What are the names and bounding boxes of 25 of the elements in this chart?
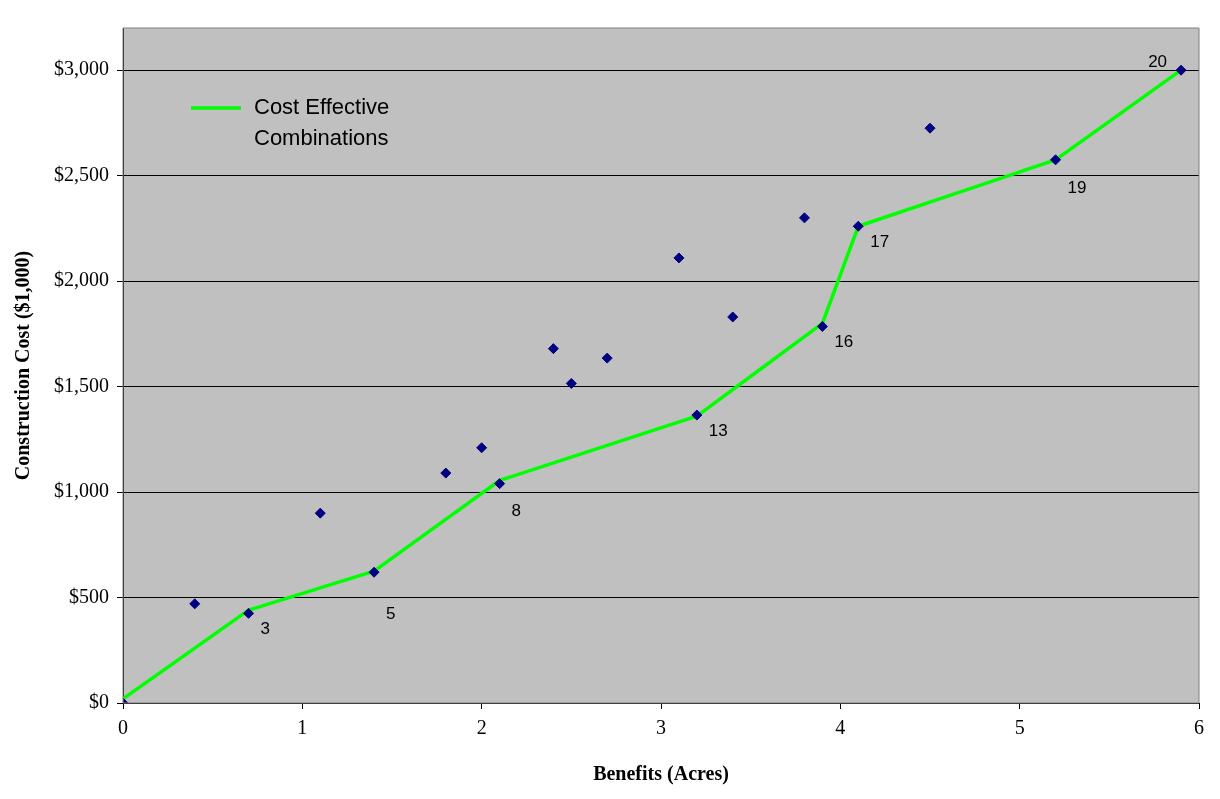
y-tick-label: $500	[69, 584, 109, 607]
x-tick-label: 3	[656, 716, 666, 739]
y-tick-label: $1,500	[54, 373, 109, 396]
x-tick-label: 0	[118, 716, 128, 739]
annotation: 8	[511, 501, 522, 521]
x-axis-title: Benefits (Acres)	[593, 762, 729, 786]
x-tick-label: 2	[476, 716, 487, 739]
y-axis-title: Construction Cost ($1,000)	[11, 250, 35, 481]
annotation: 5	[386, 603, 396, 623]
annotation: 19	[1067, 177, 1087, 197]
x-tick-label: 5	[1014, 716, 1025, 739]
annotation: 16	[834, 332, 854, 352]
annotation: 20	[1148, 51, 1168, 71]
legend-label: Cost Effective Combinations	[254, 94, 390, 151]
x-tick-label: 1	[297, 716, 308, 739]
x-tick-label: 6	[1194, 716, 1204, 739]
annotation: 13	[708, 420, 728, 440]
y-tick-label: $3,000	[54, 57, 109, 80]
y-tick-label: $2,000	[54, 268, 109, 291]
y-tick-label: $2,500	[54, 162, 109, 185]
annotation: 17	[870, 231, 890, 251]
y-tick-label: $0	[89, 690, 109, 713]
y-tick-label: $1,000	[54, 479, 109, 502]
x-tick-label: 4	[835, 716, 846, 739]
annotation: 3	[260, 619, 270, 639]
